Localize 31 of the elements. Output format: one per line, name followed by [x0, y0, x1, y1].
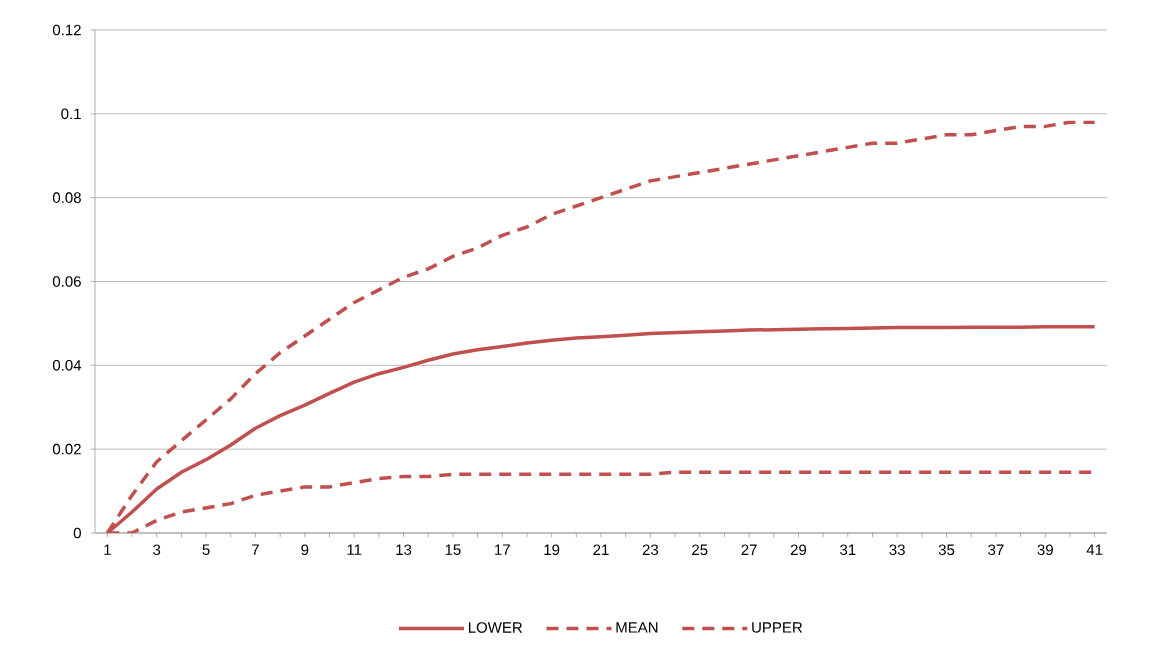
x-tick-label: 23	[642, 544, 659, 556]
x-tick-label: 13	[396, 544, 412, 556]
x-tick-label: 35	[938, 544, 955, 556]
legend-label: MEAN	[616, 622, 658, 633]
x-tick-label: 21	[593, 544, 609, 555]
x-tick-label: 37	[988, 544, 1004, 556]
y-tick-label: 0.06	[52, 276, 81, 287]
x-tick-label: 9	[301, 544, 309, 556]
x-tick-label: 3	[153, 544, 161, 556]
y-tick-label: 0.1	[61, 108, 81, 120]
x-tick-label: 25	[692, 544, 708, 556]
x-tick-label: 7	[252, 544, 259, 555]
legend-label: LOWER	[468, 622, 523, 633]
x-tick-label: 27	[741, 544, 757, 555]
y-tick-label: 0.12	[52, 24, 81, 36]
x-tick-label: 29	[790, 544, 807, 556]
x-tick-label: 1	[104, 544, 111, 555]
y-tick-label: 0	[73, 527, 81, 539]
x-tick-label: 19	[544, 544, 560, 556]
y-tick-label: 0.04	[52, 360, 82, 371]
x-tick-label: 5	[202, 544, 210, 555]
y-tick-label: 0.08	[52, 192, 81, 203]
legend-label: UPPER	[752, 622, 803, 633]
x-tick-label: 31	[840, 544, 856, 556]
y-tick-label: 0.02	[52, 443, 81, 455]
x-tick-label: 17	[495, 544, 510, 555]
x-tick-label: 15	[445, 544, 461, 555]
x-tick-label: 11	[347, 544, 362, 555]
x-tick-label: 33	[889, 544, 905, 556]
x-tick-label: 39	[1037, 544, 1053, 556]
x-tick-label: 41	[1086, 544, 1103, 555]
